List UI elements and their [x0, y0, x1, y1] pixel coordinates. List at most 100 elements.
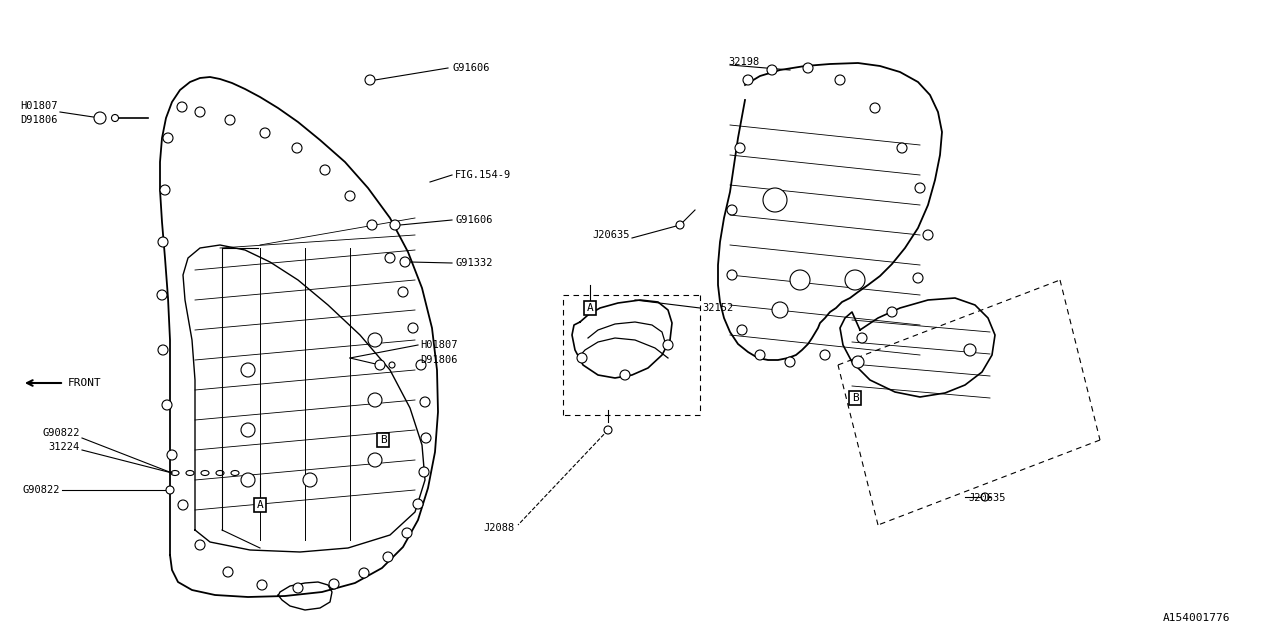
Circle shape	[727, 270, 737, 280]
Text: H01807: H01807	[420, 340, 457, 350]
Circle shape	[260, 128, 270, 138]
Circle shape	[785, 357, 795, 367]
Circle shape	[369, 333, 381, 347]
Circle shape	[160, 185, 170, 195]
Circle shape	[369, 453, 381, 467]
Circle shape	[225, 115, 236, 125]
Circle shape	[620, 370, 630, 380]
Circle shape	[241, 363, 255, 377]
Circle shape	[369, 393, 381, 407]
Circle shape	[375, 360, 385, 370]
Circle shape	[163, 133, 173, 143]
Circle shape	[257, 580, 268, 590]
Text: A: A	[256, 500, 264, 510]
Text: G91606: G91606	[454, 215, 493, 225]
Circle shape	[358, 568, 369, 578]
Text: J20635: J20635	[968, 493, 1006, 503]
Circle shape	[416, 360, 426, 370]
Circle shape	[329, 579, 339, 589]
Text: J20635: J20635	[593, 230, 630, 240]
Circle shape	[390, 220, 401, 230]
Circle shape	[897, 143, 908, 153]
Text: H01807: H01807	[20, 101, 58, 111]
Text: D91806: D91806	[420, 355, 457, 365]
Circle shape	[402, 528, 412, 538]
Circle shape	[870, 103, 881, 113]
Circle shape	[177, 102, 187, 112]
Circle shape	[767, 65, 777, 75]
Text: 31224: 31224	[49, 442, 81, 452]
Circle shape	[166, 450, 177, 460]
Circle shape	[419, 467, 429, 477]
Circle shape	[157, 345, 168, 355]
Text: FIG.154-9: FIG.154-9	[454, 170, 511, 180]
Text: A: A	[586, 303, 594, 313]
Circle shape	[408, 323, 419, 333]
Circle shape	[293, 583, 303, 593]
Circle shape	[755, 350, 765, 360]
Circle shape	[157, 290, 166, 300]
Circle shape	[166, 486, 174, 494]
Circle shape	[157, 237, 168, 247]
Ellipse shape	[201, 470, 209, 476]
Circle shape	[413, 499, 422, 509]
Circle shape	[913, 273, 923, 283]
Circle shape	[346, 191, 355, 201]
Circle shape	[365, 75, 375, 85]
Circle shape	[887, 307, 897, 317]
Circle shape	[367, 220, 378, 230]
Circle shape	[676, 221, 684, 229]
Circle shape	[735, 143, 745, 153]
Circle shape	[737, 325, 748, 335]
Circle shape	[577, 353, 588, 363]
Circle shape	[820, 350, 829, 360]
Circle shape	[772, 302, 788, 318]
Circle shape	[241, 473, 255, 487]
Circle shape	[915, 183, 925, 193]
Circle shape	[195, 540, 205, 550]
Circle shape	[93, 112, 106, 124]
Circle shape	[398, 287, 408, 297]
Ellipse shape	[230, 470, 239, 476]
Circle shape	[835, 75, 845, 85]
Text: G90822: G90822	[23, 485, 60, 495]
Circle shape	[803, 63, 813, 73]
Circle shape	[178, 500, 188, 510]
Circle shape	[742, 75, 753, 85]
Circle shape	[223, 567, 233, 577]
Circle shape	[420, 397, 430, 407]
Circle shape	[241, 423, 255, 437]
Circle shape	[790, 270, 810, 290]
Circle shape	[604, 426, 612, 434]
Circle shape	[401, 257, 410, 267]
Text: A154001776: A154001776	[1162, 613, 1230, 623]
Circle shape	[385, 253, 396, 263]
Text: G91606: G91606	[452, 63, 489, 73]
Ellipse shape	[216, 470, 224, 476]
Circle shape	[964, 344, 977, 356]
Circle shape	[852, 356, 864, 368]
Ellipse shape	[172, 470, 179, 476]
Ellipse shape	[186, 470, 195, 476]
Text: J2088: J2088	[484, 523, 515, 533]
Circle shape	[727, 205, 737, 215]
Circle shape	[163, 400, 172, 410]
Circle shape	[663, 340, 673, 350]
Circle shape	[858, 333, 867, 343]
Circle shape	[763, 188, 787, 212]
Text: D91806: D91806	[20, 115, 58, 125]
Text: G91332: G91332	[454, 258, 493, 268]
Circle shape	[980, 493, 989, 501]
Text: B: B	[380, 435, 387, 445]
Circle shape	[421, 433, 431, 443]
Circle shape	[383, 552, 393, 562]
Circle shape	[195, 107, 205, 117]
Circle shape	[303, 473, 317, 487]
Circle shape	[320, 165, 330, 175]
Text: 32152: 32152	[701, 303, 733, 313]
Circle shape	[389, 362, 396, 368]
Text: G90822: G90822	[42, 428, 81, 438]
Circle shape	[923, 230, 933, 240]
Text: B: B	[851, 393, 859, 403]
Circle shape	[111, 115, 119, 122]
